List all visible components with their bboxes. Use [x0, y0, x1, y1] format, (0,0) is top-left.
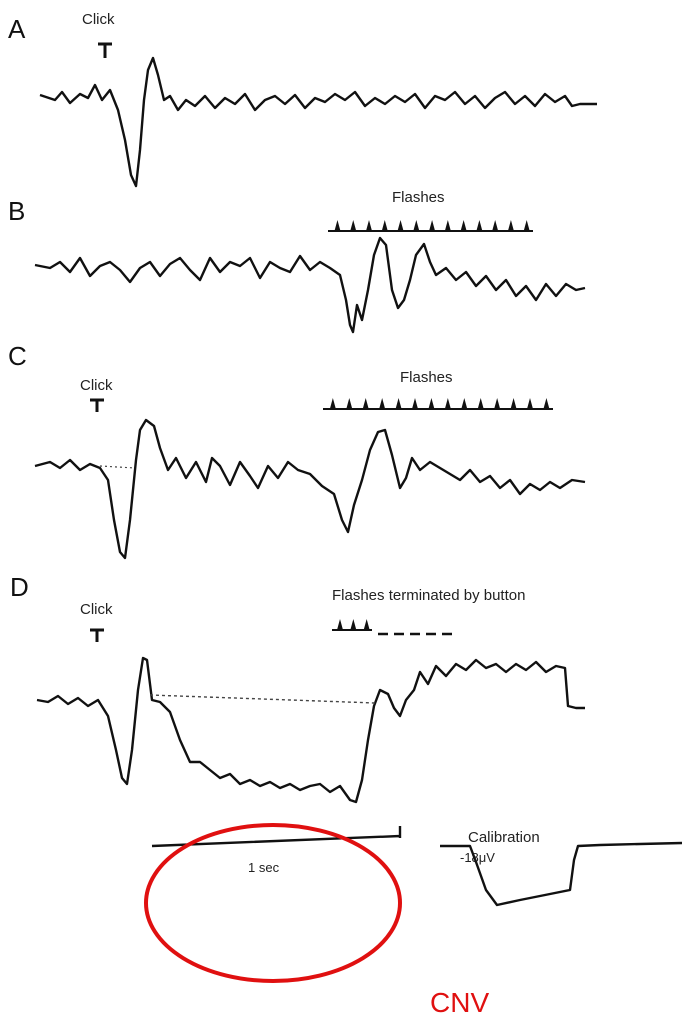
- click-marker: [98, 42, 112, 58]
- flash-mark: [397, 220, 404, 231]
- flash-mark: [476, 220, 483, 231]
- flash-mark: [492, 220, 499, 231]
- flash-mark: [362, 398, 369, 409]
- flash-mark: [494, 398, 501, 409]
- flash-mark: [381, 220, 388, 231]
- click-marker: [90, 398, 104, 412]
- flash-markers: [323, 398, 553, 410]
- flash-mark: [366, 220, 372, 231]
- flash-mark: [510, 398, 517, 409]
- flash-mark: [507, 220, 514, 231]
- trace-c: [34, 418, 586, 560]
- trace-a: [39, 56, 597, 188]
- panel-label: C: [8, 341, 27, 371]
- flash-mark: [444, 398, 451, 409]
- flash-mark: [543, 398, 550, 409]
- click-marker: [90, 628, 104, 642]
- baseline-dashed: [149, 694, 376, 704]
- flash-mark: [428, 398, 435, 409]
- trace-d: [36, 656, 585, 804]
- flashes-label: Flashes terminated by button: [332, 587, 525, 604]
- baseline-dashed: [99, 465, 136, 469]
- time-label: 1 sec: [248, 860, 280, 875]
- flashes-label: Flashes: [392, 189, 445, 206]
- flash-mark: [477, 398, 484, 409]
- panel-label: A: [8, 14, 26, 44]
- flashes-label: Flashes: [400, 369, 453, 386]
- flash-mark: [444, 220, 451, 231]
- flash-mark: [350, 220, 357, 231]
- click-label: Click: [80, 377, 113, 394]
- flash-mark: [350, 619, 357, 630]
- flash-mark: [412, 398, 418, 409]
- trace-b: [34, 236, 586, 334]
- flash-mark: [413, 220, 420, 231]
- flash-mark: [334, 220, 341, 231]
- flash-mark: [337, 619, 343, 630]
- calibration-title: Calibration: [468, 829, 540, 846]
- cnv-ellipse: [144, 823, 402, 983]
- flash-mark: [395, 398, 402, 409]
- voltage-label: -18μV: [460, 850, 495, 865]
- flash-mark: [346, 398, 353, 409]
- click-label: Click: [80, 601, 113, 618]
- flash-markers: [328, 220, 533, 232]
- flash-mark: [329, 398, 336, 409]
- panel-label: B: [8, 196, 25, 226]
- flash-mark: [523, 220, 530, 231]
- flash-mark: [527, 398, 533, 409]
- flash-mark: [429, 220, 436, 231]
- calibration-pulse: [440, 841, 682, 907]
- flash-markers: [332, 619, 452, 636]
- flash-mark: [461, 398, 468, 409]
- cnv-annotation: CNV: [430, 987, 489, 1018]
- click-label: Click: [82, 11, 115, 28]
- panel-label: D: [10, 572, 29, 602]
- flash-mark: [379, 398, 386, 409]
- flash-mark: [460, 220, 467, 231]
- flash-mark: [363, 619, 370, 630]
